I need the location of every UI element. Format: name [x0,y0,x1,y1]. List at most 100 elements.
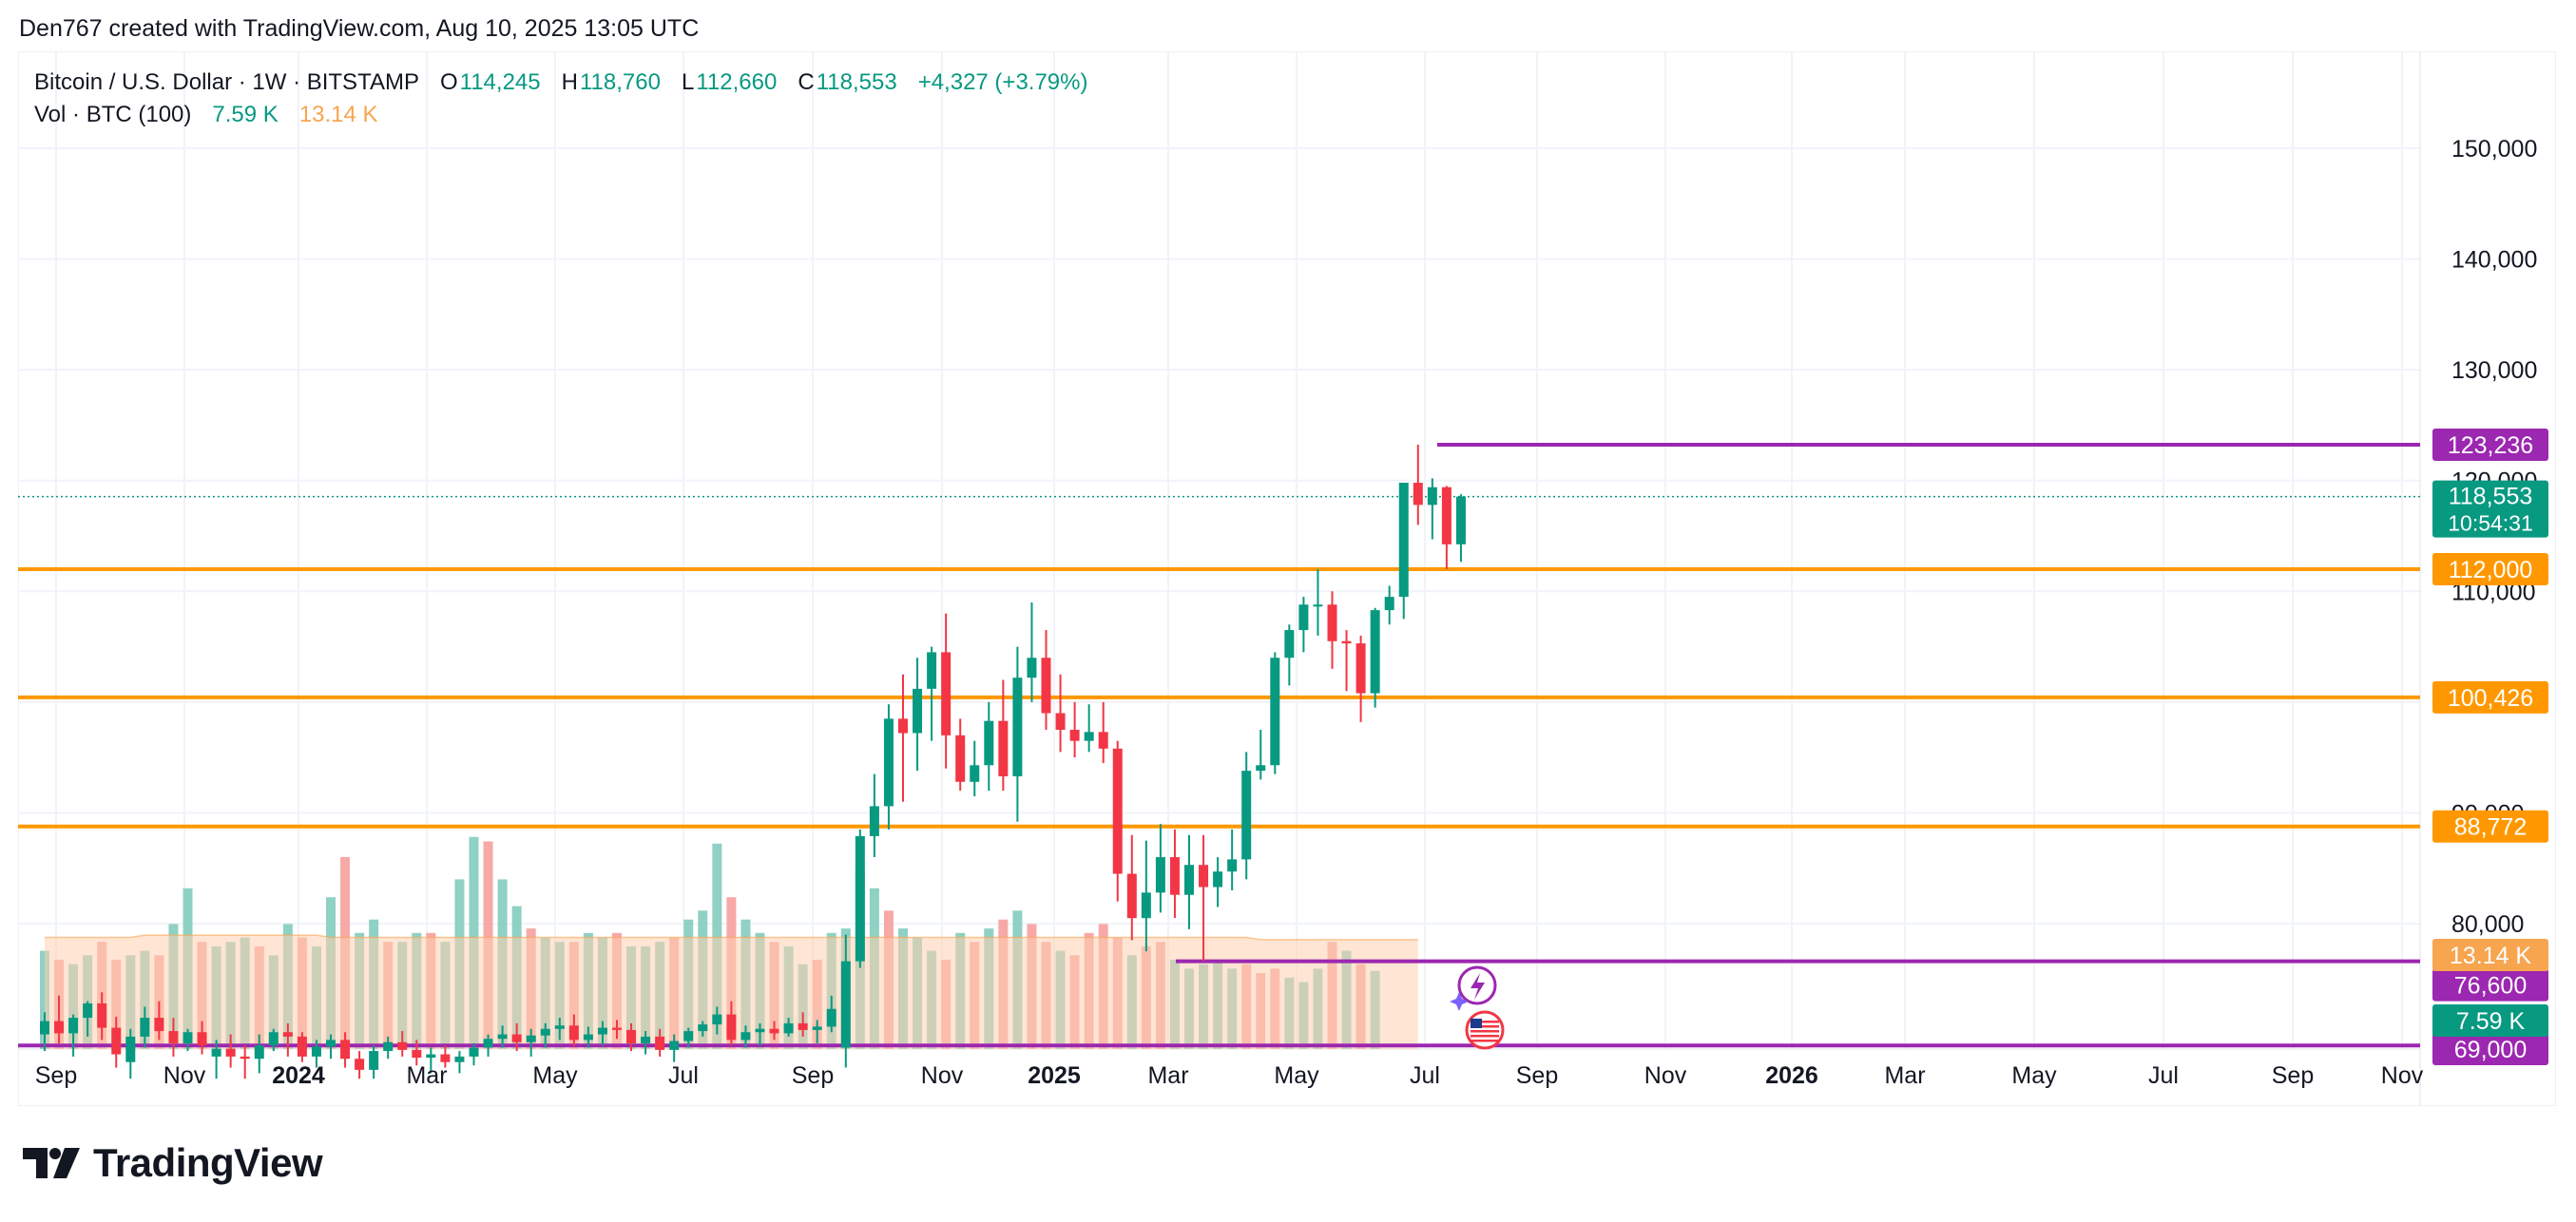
candle [1141,840,1151,952]
open-label: O [439,69,458,95]
event-marker-layer [1450,965,1505,1050]
candle-body [855,835,865,962]
candle [383,1036,394,1060]
candle [1398,483,1409,620]
candle [97,992,107,1041]
candle-body [1270,658,1280,766]
tradingview-logo[interactable]: TradingView [23,1140,323,1186]
candle [240,1045,250,1079]
candle-body [469,1047,479,1057]
candle [497,1025,508,1048]
candle [1184,834,1194,929]
candle [755,1022,765,1046]
candle-body [140,1018,150,1037]
high-label: H [561,69,578,95]
candle-body [612,1027,622,1030]
candle-body [955,735,966,782]
candle-body [211,1048,221,1057]
candle [511,1022,522,1052]
price-axis-tick: 150,000 [2451,136,2537,162]
candle-body [698,1024,708,1032]
candle-body [1384,597,1394,611]
time-axis-tick: Mar [1884,1062,1925,1089]
candle [641,1031,651,1055]
low-value: 112,660 [696,69,778,95]
tradingview-logo-icon [23,1148,80,1178]
candle-body [1284,630,1295,659]
candle [183,1028,193,1052]
candlestick-chart[interactable]: 150,000140,000130,000120,000110,00090,00… [18,51,2556,1106]
candle-body [240,1056,250,1060]
candle-body [984,720,994,766]
volume-row: Vol · BTC (100) 7.59 K 13.14 K [34,99,1089,131]
us-flag-stripe [1471,1030,1499,1033]
candle [970,740,980,796]
candle-body [426,1054,436,1059]
level-tag: 69,000 [2454,1037,2527,1063]
candle-body [268,1032,279,1046]
time-axis-tick: May [532,1062,578,1089]
candle [355,1051,365,1079]
candle [483,1034,493,1057]
candle [798,1012,808,1037]
candle-body [1441,487,1451,544]
candle [1370,607,1380,708]
flash-icon-bolt [1471,973,1485,1000]
candle [1256,730,1266,780]
volume-label[interactable]: Vol · BTC (100) [34,102,192,127]
candle [282,1022,293,1057]
close-label: C [798,69,815,95]
candle-body [297,1036,307,1057]
symbol-label[interactable]: Bitcoin / U.S. Dollar · 1W · BITSTAMP [34,69,419,95]
candle-body [68,1018,79,1034]
candle-body [97,1002,107,1028]
candle-body [1327,604,1337,641]
last-price-value: 118,553 [2449,484,2533,510]
candle-body [454,1056,465,1062]
candle-body [397,1041,408,1050]
candle-body [1055,713,1066,730]
candle [83,1001,93,1037]
candle [812,1020,822,1043]
candle [125,1028,136,1079]
time-axis-tick: Jul [2148,1062,2179,1089]
candle [526,1028,536,1057]
candle-body [970,765,980,782]
candle-body [412,1049,422,1059]
candle-body [626,1029,637,1043]
us-flag-icon [1465,1010,1505,1050]
time-axis-tick: 2025 [1028,1062,1081,1089]
candle-body [1427,487,1437,506]
time-axis-tick: May [1274,1062,1319,1089]
candle [297,1032,307,1062]
last-price-countdown: 10:54:31 [2448,511,2533,536]
candle [1155,824,1165,913]
candle [397,1031,408,1057]
candle-body [726,1014,737,1041]
candle-body [1313,604,1323,607]
candle [1213,857,1223,907]
low-label: L [681,69,695,95]
candle-layer [40,444,1466,1079]
candle-body [540,1028,550,1036]
candle [254,1034,264,1074]
candle [1355,635,1366,722]
candle-body [554,1025,565,1029]
candle [941,613,952,769]
level-tag-bg [2432,968,2548,1002]
candle [326,1034,336,1060]
price-axis-tick: 130,000 [2451,357,2537,384]
candle [211,1040,221,1079]
chart-border [18,51,2556,1106]
candle [898,674,908,802]
price-axis-tick: 80,000 [2451,911,2524,938]
candle-body [1413,483,1423,506]
candle-body [383,1041,394,1052]
candle-body [311,1046,321,1057]
candle [927,646,937,741]
candle [1199,834,1209,962]
high-value: 118,760 [579,69,661,95]
candle-body [355,1059,365,1070]
volume-ma-line [45,934,1418,941]
candle [40,1012,49,1052]
